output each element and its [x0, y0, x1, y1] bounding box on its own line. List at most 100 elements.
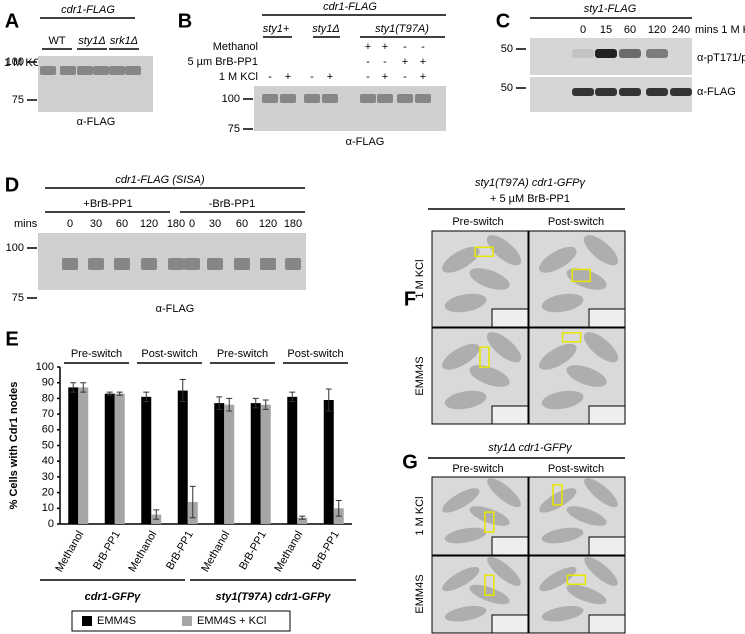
- group-label: Pre-switch: [71, 348, 122, 360]
- inset: [588, 405, 626, 425]
- cell: [442, 343, 480, 370]
- roi-box: [566, 574, 587, 585]
- bar: [68, 387, 79, 524]
- cell: [444, 527, 487, 544]
- band: [184, 258, 200, 270]
- y-axis-label: % Cells with Cdr1 nodes: [8, 382, 20, 510]
- label: +BrB-PP1: [83, 198, 132, 210]
- band: [109, 66, 125, 75]
- panel-letter: A: [5, 10, 19, 32]
- label: Post-switch: [548, 216, 604, 228]
- label: mins 1 M KCl: [695, 24, 745, 36]
- cell: [566, 584, 607, 605]
- band: [285, 258, 301, 270]
- size-marker: 50: [501, 82, 513, 94]
- bar: [78, 387, 89, 524]
- size-marker: 100: [222, 93, 240, 105]
- error-bar: [80, 382, 87, 393]
- label: EMM4S: [414, 356, 426, 395]
- group-label: Post-switch: [287, 348, 343, 360]
- band: [646, 49, 668, 58]
- band: [595, 49, 617, 58]
- error-bar: [216, 396, 223, 410]
- x-tick-label: BrB-PP1: [91, 529, 123, 572]
- cell: [541, 527, 584, 544]
- label: 120: [140, 218, 158, 230]
- cell: [444, 390, 487, 410]
- x-tick-label: BrB-PP1: [310, 529, 342, 572]
- band: [60, 66, 76, 75]
- inset: [491, 614, 529, 634]
- label: 120: [648, 24, 666, 36]
- panel-letter: D: [5, 174, 19, 196]
- inset: [491, 536, 529, 556]
- label: Post-switch: [548, 463, 604, 475]
- x-tick-label: Methanol: [53, 529, 86, 574]
- cell: [541, 293, 584, 313]
- size-marker: 75: [228, 123, 240, 135]
- cell: [442, 246, 480, 273]
- y-tick-label: 50: [42, 439, 54, 451]
- cell: [442, 488, 480, 513]
- label: -: [421, 41, 425, 53]
- band: [40, 66, 56, 75]
- y-tick-label: 70: [42, 408, 54, 420]
- label: +: [382, 71, 388, 83]
- band: [207, 258, 223, 270]
- y-tick-label: 0: [48, 518, 54, 530]
- label: Pre-switch: [452, 463, 503, 475]
- label: 0: [580, 24, 586, 36]
- cell: [444, 293, 487, 313]
- label: +: [285, 71, 291, 83]
- label: sty1Δ: [78, 35, 106, 47]
- cell: [469, 365, 510, 387]
- cell: [541, 606, 584, 622]
- band: [280, 94, 296, 103]
- label: cdr1-FLAG: [323, 1, 377, 13]
- cell: [566, 365, 607, 387]
- y-tick-label: 100: [36, 361, 54, 373]
- error-bar: [70, 382, 77, 393]
- legend-label: EMM4S: [97, 615, 136, 627]
- size-marker: 50: [501, 43, 513, 55]
- bar: [323, 399, 334, 524]
- roi-box: [484, 574, 495, 596]
- legend-swatch: [82, 616, 92, 626]
- label: 1 M KCl: [219, 71, 258, 83]
- inset: [588, 536, 626, 556]
- label: 1 M KCl: [414, 496, 426, 535]
- cell: [583, 332, 619, 363]
- legend-swatch: [182, 616, 192, 626]
- label: sty1+: [263, 23, 290, 35]
- label: 0: [67, 218, 73, 230]
- label: sty1Δ: [312, 23, 340, 35]
- error-bar: [179, 379, 186, 403]
- band: [572, 49, 594, 58]
- label: 60: [116, 218, 128, 230]
- bar: [224, 404, 235, 524]
- band: [77, 66, 93, 75]
- panel-letter: B: [178, 10, 192, 32]
- band: [125, 66, 141, 75]
- label: +: [402, 56, 408, 68]
- cell: [584, 477, 618, 508]
- label: α-FLAG: [156, 303, 195, 315]
- bar: [260, 404, 271, 524]
- band: [88, 258, 104, 270]
- label: -: [366, 56, 370, 68]
- error-bar: [335, 499, 342, 517]
- legend-box: [71, 610, 291, 632]
- y-tick-label: 30: [42, 471, 54, 483]
- roi-box: [561, 332, 582, 343]
- band: [114, 258, 130, 270]
- band: [670, 88, 692, 96]
- error-bar: [226, 397, 233, 412]
- error-bar: [289, 391, 296, 403]
- cell: [486, 332, 522, 363]
- error-bar: [153, 509, 160, 520]
- label: EMM4S: [414, 574, 426, 613]
- label: sty1(T97A) cdr1-GFPγ: [475, 177, 587, 189]
- panel-letter: E: [5, 328, 18, 350]
- label: α-pT171/pY173: [697, 52, 745, 64]
- bar: [141, 396, 152, 524]
